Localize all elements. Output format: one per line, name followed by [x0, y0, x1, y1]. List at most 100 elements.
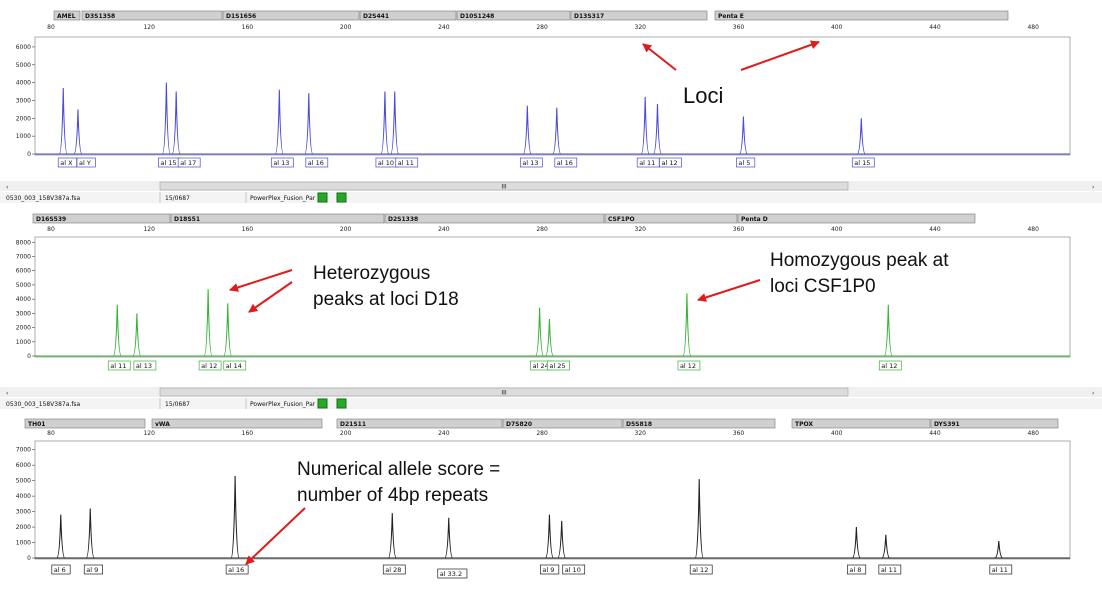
allele-call-box[interactable]: [554, 157, 578, 168]
scroll-left-arrow[interactable]: ‹: [6, 390, 8, 397]
allele-peak[interactable]: [73, 109, 83, 155]
locus-bar[interactable]: [384, 213, 605, 224]
allele-call-box[interactable]: [540, 564, 560, 575]
allele-peak[interactable]: [881, 534, 891, 559]
allele-peak[interactable]: [640, 96, 650, 155]
locus-bar[interactable]: [737, 213, 976, 224]
locus-bar[interactable]: [32, 213, 171, 224]
allele-peak[interactable]: [112, 304, 122, 357]
allele-peak[interactable]: [171, 91, 181, 155]
allele-call-label: al 8: [849, 566, 861, 574]
scroll-right-arrow[interactable]: ›: [1092, 184, 1094, 191]
allele-call-label: al 10: [378, 159, 394, 167]
locus-bar[interactable]: [570, 10, 708, 21]
allele-call-box[interactable]: [878, 360, 902, 371]
locus-bar[interactable]: [359, 10, 457, 21]
scroll-right-arrow[interactable]: ›: [1092, 390, 1094, 397]
locus-bar[interactable]: [222, 10, 360, 21]
bp-tick-label: 480: [1027, 430, 1039, 437]
allele-peak[interactable]: [694, 479, 704, 559]
allele-call-box[interactable]: [878, 564, 902, 575]
scroll-left-arrow[interactable]: ‹: [6, 184, 8, 191]
allele-call-box[interactable]: [223, 360, 247, 371]
allele-call-box[interactable]: [83, 564, 103, 575]
allele-peak[interactable]: [544, 514, 554, 559]
allele-call-box[interactable]: [177, 157, 201, 168]
locus-bar[interactable]: [151, 418, 323, 429]
allele-call-box[interactable]: [225, 564, 249, 575]
allele-call-box[interactable]: [689, 564, 713, 575]
allele-call-box[interactable]: [847, 564, 867, 575]
allele-peak[interactable]: [85, 508, 95, 559]
green-check-icon[interactable]: [336, 192, 347, 203]
locus-bar[interactable]: [714, 10, 1009, 21]
allele-call-box[interactable]: [133, 360, 157, 371]
panel-kit-name: PowerPlex_Fusion_Par: [250, 401, 316, 408]
allele-peak[interactable]: [132, 313, 142, 357]
allele-call-box[interactable]: [989, 564, 1013, 575]
allele-call-box[interactable]: [107, 360, 131, 371]
rfu-tick-label: 1000: [16, 540, 31, 547]
allele-call-box[interactable]: [51, 564, 71, 575]
allele-peak[interactable]: [56, 514, 66, 559]
allele-peak[interactable]: [390, 91, 400, 155]
rfu-tick-label: 4000: [16, 80, 31, 87]
green-check-icon[interactable]: [336, 398, 347, 409]
allele-peak[interactable]: [380, 91, 390, 155]
locus-label: D18S51: [174, 216, 200, 223]
allele-call-box[interactable]: [562, 564, 586, 575]
locus-bar[interactable]: [791, 418, 931, 429]
allele-peak[interactable]: [552, 107, 562, 155]
locus-bar[interactable]: [604, 213, 738, 224]
locus-bar[interactable]: [81, 10, 223, 21]
allele-call-box[interactable]: [659, 157, 682, 168]
locus-bar[interactable]: [456, 10, 571, 21]
allele-peak[interactable]: [230, 476, 240, 559]
scrollbar-thumb[interactable]: [159, 181, 849, 191]
allele-peak[interactable]: [444, 517, 454, 559]
allele-call-box[interactable]: [736, 157, 756, 168]
allele-peak[interactable]: [852, 527, 861, 559]
allele-peak[interactable]: [544, 319, 554, 357]
allele-peak[interactable]: [522, 105, 532, 155]
allele-call-box[interactable]: [677, 360, 701, 371]
locus-bar[interactable]: [336, 418, 503, 429]
scrollbar-thumb[interactable]: [159, 387, 849, 397]
allele-peak[interactable]: [557, 520, 567, 559]
allele-peak[interactable]: [652, 104, 663, 155]
green-check-icon[interactable]: [317, 398, 328, 409]
locus-bar[interactable]: [170, 213, 385, 224]
allele-call-label: al 10: [565, 566, 581, 574]
allele-call-box[interactable]: [395, 157, 419, 168]
allele-call-label: al 28: [385, 566, 401, 574]
allele-peak[interactable]: [738, 116, 748, 155]
allele-call-box[interactable]: [851, 157, 875, 168]
allele-call-box[interactable]: [382, 564, 406, 575]
allele-call-box[interactable]: [547, 360, 570, 371]
allele-peak[interactable]: [274, 89, 284, 155]
allele-peak[interactable]: [58, 87, 68, 155]
locus-bar[interactable]: [622, 418, 776, 429]
allele-peak[interactable]: [883, 304, 893, 357]
locus-bar[interactable]: [24, 418, 146, 429]
allele-peak[interactable]: [304, 93, 314, 155]
locus-bar[interactable]: [53, 10, 81, 21]
allele-peak[interactable]: [994, 540, 1003, 559]
locus-bar[interactable]: [502, 418, 623, 429]
allele-call-box[interactable]: [76, 157, 96, 168]
allele-peak[interactable]: [223, 303, 233, 357]
allele-peak[interactable]: [161, 82, 171, 155]
allele-peak[interactable]: [203, 289, 213, 357]
allele-call-box[interactable]: [519, 157, 543, 168]
green-check-icon[interactable]: [317, 192, 328, 203]
allele-peak[interactable]: [387, 513, 397, 559]
allele-call-box[interactable]: [437, 568, 468, 579]
allele-call-box[interactable]: [270, 157, 294, 168]
allele-call-box[interactable]: [198, 360, 222, 371]
allele-call-box[interactable]: [305, 157, 329, 168]
locus-bar[interactable]: [930, 418, 1059, 429]
allele-peak[interactable]: [682, 293, 692, 357]
allele-peak[interactable]: [856, 118, 866, 155]
allele-peak[interactable]: [535, 307, 545, 357]
bp-tick-label: 480: [1027, 226, 1039, 233]
